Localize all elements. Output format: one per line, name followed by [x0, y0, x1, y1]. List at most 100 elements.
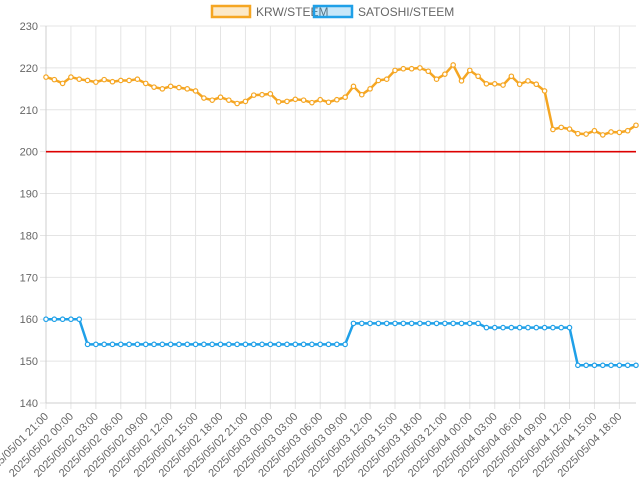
data-point[interactable]: [458, 320, 465, 327]
legend-item-satoshi-steem[interactable]: SATOSHI/STEEM: [312, 4, 454, 19]
data-point[interactable]: [192, 341, 199, 348]
data-point[interactable]: [500, 324, 506, 331]
data-point[interactable]: [624, 362, 631, 369]
data-point[interactable]: [259, 341, 265, 348]
data-point[interactable]: [358, 91, 365, 98]
data-point[interactable]: [43, 316, 49, 323]
data-point[interactable]: [616, 129, 623, 136]
data-point[interactable]: [142, 341, 149, 348]
data-point[interactable]: [400, 65, 407, 72]
data-point[interactable]: [500, 82, 506, 88]
data-point[interactable]: [591, 127, 598, 134]
data-point[interactable]: [309, 99, 315, 106]
data-point[interactable]: [367, 86, 373, 92]
data-point[interactable]: [292, 96, 299, 103]
data-point[interactable]: [591, 362, 598, 369]
data-point[interactable]: [59, 80, 66, 87]
data-point[interactable]: [516, 81, 523, 88]
data-point[interactable]: [250, 92, 257, 98]
data-point[interactable]: [633, 122, 639, 129]
data-point[interactable]: [68, 74, 74, 80]
data-point[interactable]: [267, 91, 274, 97]
data-point[interactable]: [167, 83, 174, 90]
data-point[interactable]: [84, 341, 91, 348]
data-point[interactable]: [633, 362, 639, 369]
data-point[interactable]: [317, 96, 324, 103]
data-point[interactable]: [109, 341, 116, 348]
data-point[interactable]: [575, 130, 581, 137]
data-point[interactable]: [184, 341, 191, 348]
data-point[interactable]: [51, 76, 58, 83]
data-point[interactable]: [176, 84, 182, 91]
data-point[interactable]: [624, 127, 631, 134]
data-point[interactable]: [242, 98, 249, 105]
data-point[interactable]: [242, 341, 249, 348]
data-point[interactable]: [234, 100, 240, 107]
data-point[interactable]: [458, 78, 465, 84]
data-point[interactable]: [51, 316, 58, 323]
data-point[interactable]: [442, 320, 448, 327]
data-point[interactable]: [599, 132, 606, 138]
data-point[interactable]: [491, 81, 498, 87]
data-point[interactable]: [209, 97, 215, 103]
data-point[interactable]: [93, 79, 99, 85]
data-point[interactable]: [550, 324, 556, 331]
data-point[interactable]: [408, 320, 415, 327]
data-point[interactable]: [134, 341, 141, 348]
data-point[interactable]: [583, 362, 589, 369]
data-point[interactable]: [350, 320, 357, 327]
data-point[interactable]: [275, 99, 282, 105]
data-point[interactable]: [334, 341, 340, 348]
data-point[interactable]: [184, 86, 191, 92]
data-point[interactable]: [101, 76, 107, 83]
data-point[interactable]: [491, 324, 498, 331]
data-point[interactable]: [43, 74, 49, 80]
data-point[interactable]: [201, 95, 207, 101]
data-point[interactable]: [151, 341, 157, 348]
data-point[interactable]: [417, 320, 423, 327]
data-point[interactable]: [375, 77, 382, 84]
data-point[interactable]: [575, 362, 581, 369]
data-point[interactable]: [367, 320, 373, 327]
data-point[interactable]: [217, 341, 224, 348]
data-point[interactable]: [383, 320, 390, 327]
data-point[interactable]: [325, 99, 332, 106]
data-point[interactable]: [417, 65, 423, 71]
data-point[interactable]: [433, 320, 440, 327]
data-point[interactable]: [400, 320, 407, 327]
data-point[interactable]: [408, 65, 415, 72]
data-point[interactable]: [541, 324, 548, 331]
data-point[interactable]: [550, 126, 556, 133]
data-point[interactable]: [516, 324, 523, 331]
data-point[interactable]: [68, 316, 74, 323]
data-point[interactable]: [201, 341, 207, 348]
data-point[interactable]: [84, 77, 91, 84]
data-point[interactable]: [192, 88, 199, 94]
data-point[interactable]: [599, 362, 606, 369]
data-point[interactable]: [392, 320, 398, 327]
data-point[interactable]: [375, 320, 382, 327]
data-point[interactable]: [126, 77, 132, 84]
data-point[interactable]: [342, 94, 348, 101]
data-point[interactable]: [558, 124, 565, 131]
data-point[interactable]: [126, 341, 132, 348]
data-point[interactable]: [350, 83, 357, 90]
data-point[interactable]: [234, 341, 240, 348]
data-point[interactable]: [117, 341, 124, 348]
data-point[interactable]: [433, 76, 440, 82]
data-point[interactable]: [541, 88, 548, 94]
data-point[interactable]: [59, 316, 66, 323]
data-point[interactable]: [525, 324, 531, 331]
data-point[interactable]: [226, 97, 232, 103]
data-point[interactable]: [508, 73, 515, 80]
data-point[interactable]: [267, 341, 274, 348]
data-point[interactable]: [159, 86, 166, 92]
data-point[interactable]: [483, 324, 490, 331]
data-point[interactable]: [309, 341, 315, 348]
data-point[interactable]: [325, 341, 332, 348]
data-point[interactable]: [475, 73, 481, 80]
data-point[interactable]: [334, 96, 340, 103]
data-point[interactable]: [250, 341, 257, 348]
data-point[interactable]: [142, 80, 149, 87]
data-point[interactable]: [259, 91, 265, 98]
